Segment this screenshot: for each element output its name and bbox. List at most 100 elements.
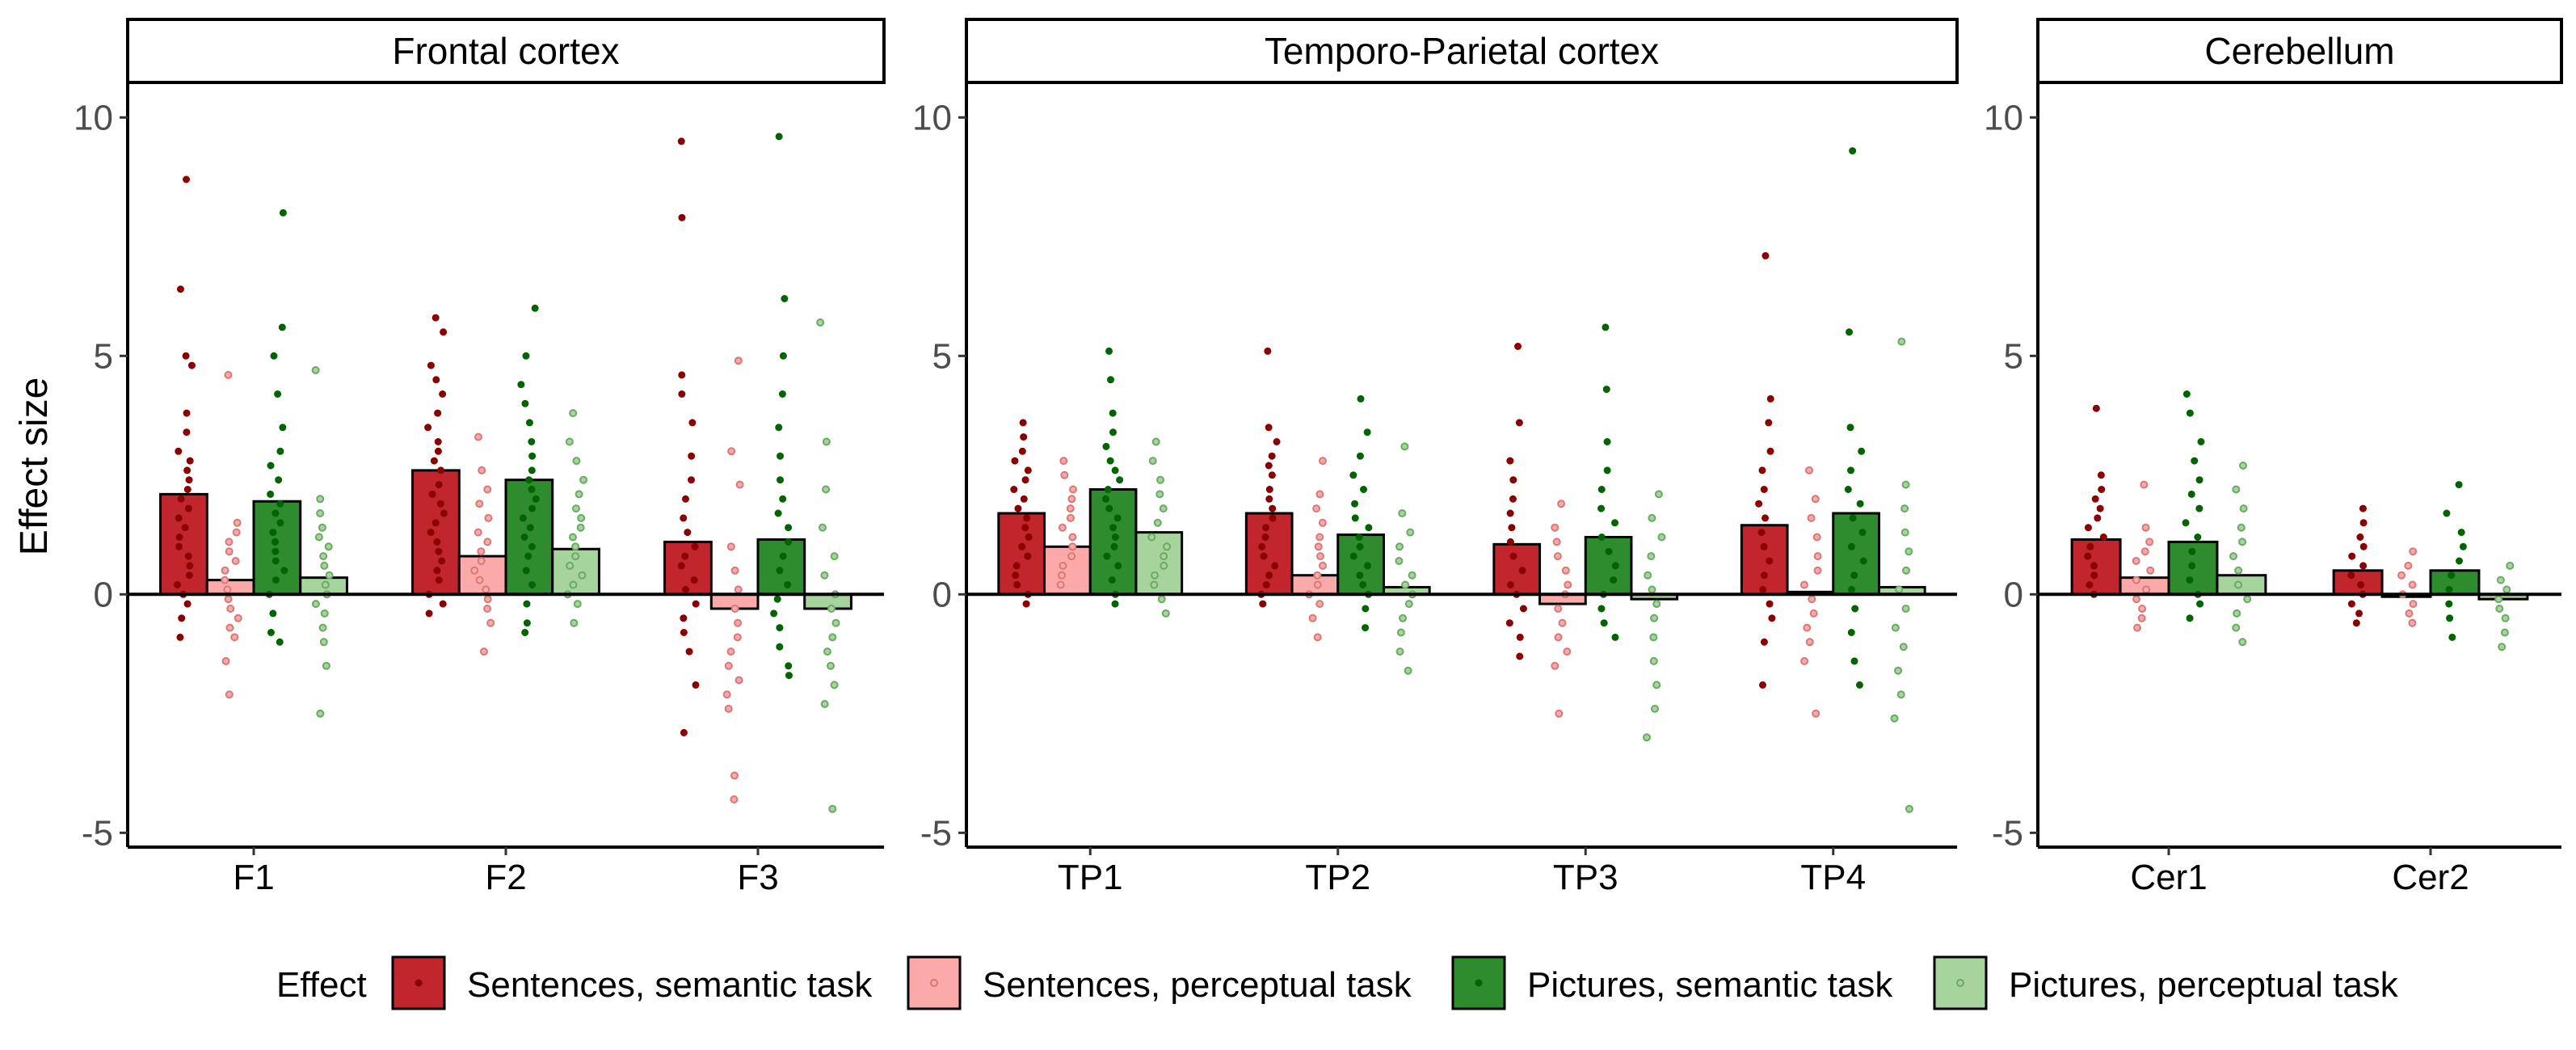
data-point <box>1318 518 1327 527</box>
data-point <box>1849 147 1857 155</box>
data-point <box>2498 643 2507 652</box>
data-point <box>2359 562 2368 570</box>
x-tick-label: TP4 <box>1800 858 1866 897</box>
data-point <box>1766 600 1774 608</box>
data-point <box>176 633 184 641</box>
data-point <box>572 457 581 466</box>
data-point <box>526 524 534 532</box>
data-point <box>186 562 194 570</box>
data-point <box>267 490 275 498</box>
data-point <box>483 595 492 604</box>
data-point <box>486 618 495 627</box>
data-point <box>1757 529 1766 537</box>
data-point <box>1018 447 1026 455</box>
data-point <box>224 595 233 604</box>
data-point <box>1023 514 1031 522</box>
data-point <box>773 595 781 603</box>
data-point <box>1147 533 1156 542</box>
data-point <box>1850 571 1858 580</box>
data-point <box>1159 504 1168 513</box>
data-point <box>1649 656 1658 665</box>
data-point <box>319 552 328 561</box>
data-point <box>433 567 441 575</box>
data-point <box>2092 404 2100 412</box>
data-point <box>311 600 320 609</box>
data-point <box>1551 661 1559 670</box>
data-point <box>234 614 242 622</box>
data-point <box>174 581 182 588</box>
data-point <box>1406 528 1415 537</box>
data-point <box>1766 394 1774 403</box>
data-point <box>1066 504 1075 513</box>
data-point <box>688 476 696 484</box>
data-point <box>1760 486 1768 493</box>
data-point <box>279 424 287 432</box>
data-point <box>734 356 743 365</box>
data-point <box>2084 552 2092 560</box>
data-point <box>2234 566 2243 575</box>
data-point <box>1813 552 1822 561</box>
data-point <box>320 561 329 570</box>
data-point <box>1059 561 1067 570</box>
data-point <box>1648 513 1656 522</box>
data-point <box>570 618 579 627</box>
data-point <box>575 490 583 499</box>
bar-F3-3 <box>756 538 806 596</box>
data-point <box>1897 337 1906 346</box>
data-point <box>182 352 190 360</box>
bar-F1-1 <box>159 492 208 596</box>
data-point <box>432 376 440 384</box>
data-point <box>2445 600 2453 608</box>
data-point <box>1153 518 1162 527</box>
data-point <box>477 557 486 565</box>
data-point <box>1068 542 1077 551</box>
data-point <box>435 576 443 584</box>
data-point <box>818 523 827 532</box>
data-point <box>425 609 433 618</box>
data-point <box>820 571 829 580</box>
data-point <box>187 361 196 369</box>
data-point <box>523 619 531 627</box>
data-point <box>784 581 792 588</box>
data-point <box>183 175 191 183</box>
data-point <box>2357 581 2365 588</box>
data-point <box>1019 419 1027 427</box>
data-point <box>483 485 492 494</box>
data-point <box>431 314 440 322</box>
data-point <box>2229 552 2237 561</box>
data-point <box>579 475 588 484</box>
data-point <box>1265 424 1273 432</box>
data-point <box>568 533 577 542</box>
data-point <box>318 523 326 532</box>
data-point <box>779 552 787 560</box>
bar-TP4-3 <box>1832 512 1880 596</box>
data-point <box>831 618 840 627</box>
data-point <box>779 495 787 503</box>
data-point <box>519 514 527 522</box>
data-point <box>434 438 442 445</box>
data-point <box>1163 542 1172 551</box>
data-point <box>269 609 277 618</box>
data-point <box>830 681 839 689</box>
data-point <box>1518 567 1526 575</box>
data-point <box>1649 633 1658 642</box>
data-point <box>1315 490 1324 499</box>
chart-panels: Frontal cortex -5 0 5 10 F1 F2 F3 Temporo-Pariet… <box>74 18 2563 897</box>
data-point <box>1060 470 1069 479</box>
data-point <box>680 728 688 736</box>
data-point <box>1059 457 1068 466</box>
data-point <box>1611 633 1619 641</box>
legend: Effect Sentences, semantic task Sentences,… <box>276 955 2399 1010</box>
data-point <box>271 538 279 546</box>
data-point <box>2096 504 2104 512</box>
data-point <box>181 524 189 532</box>
data-point <box>184 504 192 512</box>
data-point <box>2237 523 2246 532</box>
data-point <box>1643 733 1652 742</box>
data-point <box>1106 457 1114 465</box>
data-point <box>577 513 586 522</box>
data-point <box>183 428 191 436</box>
data-point <box>1855 681 1863 689</box>
data-point <box>2084 524 2092 532</box>
data-point <box>1848 585 1856 593</box>
